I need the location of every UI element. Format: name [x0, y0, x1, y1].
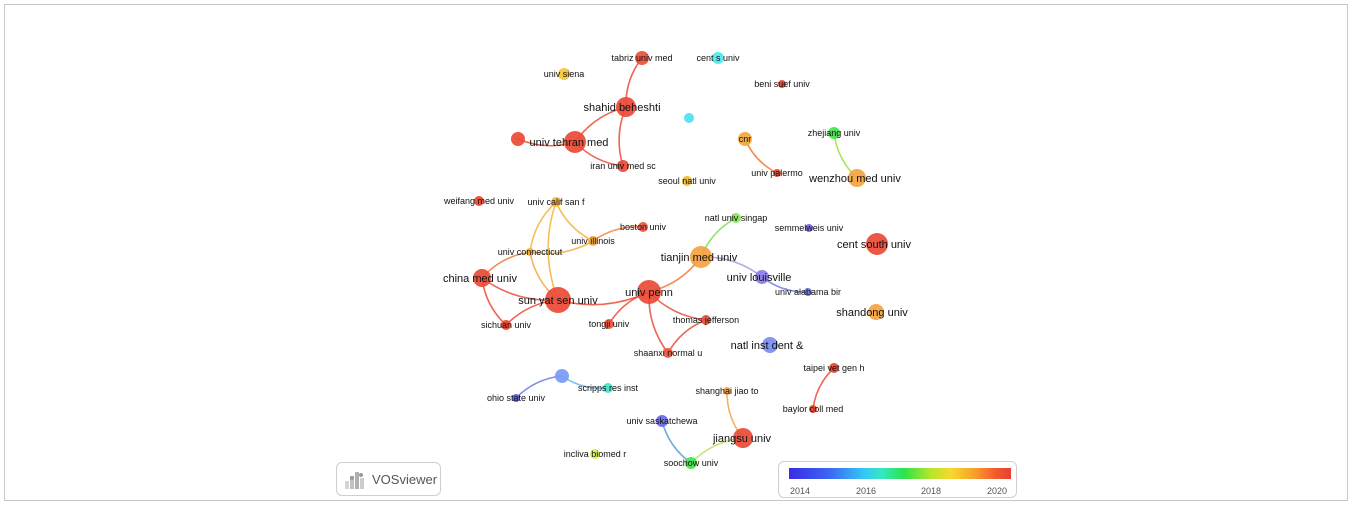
node-label-china-med: china med univ: [443, 273, 517, 285]
node-label-soochow: soochow univ: [664, 458, 719, 468]
node-label-cent-south: cent south univ: [837, 239, 911, 251]
node-label-tabriz: tabriz univ med: [611, 53, 672, 63]
node-label-zhejiang: zhejiang univ: [808, 128, 861, 138]
node-label-siena: univ siena: [544, 69, 585, 79]
node-label-connecticut: univ connecticut: [498, 247, 563, 257]
node-label-boston: boston univ: [620, 222, 667, 232]
node-label-shanghai: shanghai jiao to: [695, 386, 758, 396]
node-label-taipei: taipei vet gen h: [803, 363, 864, 373]
link-saskatchewan-soochow: [662, 421, 691, 463]
node-label-illinois: univ illinois: [571, 236, 615, 246]
vosviewer-logo-text: VOSviewer: [372, 472, 437, 487]
node-label-shaanxi: shaanxi normal u: [634, 348, 703, 358]
legend-tick-2016: 2016: [856, 486, 876, 496]
node-label-upenn: univ penn: [625, 287, 673, 299]
node-scripps-blue[interactable]: [555, 369, 569, 383]
node-label-cnr: cnr: [739, 134, 752, 144]
legend-tick-2018: 2018: [921, 486, 941, 496]
network-viewer: tabriz univ med cent s univ univ siena beni…: [4, 4, 1348, 501]
network-labels: tabriz univ med cent s univ univ siena beni…: [443, 53, 912, 468]
node-label-natl-singap: natl univ singap: [705, 213, 768, 223]
node-label-tianjin: tianjin med univ: [661, 252, 738, 264]
vosviewer-logo: VOSviewer: [336, 462, 441, 496]
node-label-semmelweis: semmelweis univ: [775, 223, 844, 233]
node-label-baylor: baylor coll med: [783, 404, 844, 414]
node-label-natl-inst-dent: natl inst dent &: [731, 340, 804, 352]
color-scale-bar: [789, 468, 1011, 479]
node-label-iran: iran univ med sc: [590, 161, 656, 171]
node-label-cent-s: cent s univ: [696, 53, 740, 63]
node-label-alabama: univ alabama bir: [775, 287, 841, 297]
node-label-calif-sf: univ calif san f: [527, 197, 585, 207]
node-label-sichuan: sichuan univ: [481, 320, 532, 330]
node-label-weifang: weifang med univ: [443, 196, 515, 206]
legend-tick-2020: 2020: [987, 486, 1007, 496]
node-unlabeled-cyan[interactable]: [684, 113, 694, 123]
node-label-scripps: scripps res inst: [578, 383, 639, 393]
node-label-incliva: incliva biomed r: [564, 449, 627, 459]
node-label-tehran: univ tehran med: [530, 137, 609, 149]
network-map[interactable]: tabriz univ med cent s univ univ siena beni…: [5, 5, 1347, 500]
node-tehran-left[interactable]: [511, 132, 525, 146]
node-label-wenzhou: wenzhou med univ: [808, 173, 901, 185]
node-label-seoul: seoul natl univ: [658, 176, 716, 186]
overlay-color-legend: 2014 2016 2018 2020: [778, 461, 1017, 498]
legend-tick-2014: 2014: [790, 486, 810, 496]
node-label-jefferson: thomas jefferson: [673, 315, 739, 325]
node-label-beni-suef: beni suef univ: [754, 79, 810, 89]
node-label-shandong: shandong univ: [836, 307, 908, 319]
node-label-sun-yat: sun yat sen univ: [518, 295, 598, 307]
node-label-jiangsu: jiangsu univ: [712, 433, 772, 445]
node-label-ohio: ohio state univ: [487, 393, 546, 403]
vosviewer-logo-icon: [345, 472, 367, 489]
node-label-tongji: tongji univ: [589, 319, 630, 329]
node-label-shahid: shahid beheshti: [583, 102, 660, 114]
node-label-saskatchewan: univ saskatchewa: [626, 416, 697, 426]
link-calif_sf-connecticut: [530, 202, 556, 252]
link-taipei-baylor: [813, 368, 834, 409]
node-label-louisville: univ louisville: [727, 272, 792, 284]
node-label-palermo: univ palermo: [751, 168, 803, 178]
